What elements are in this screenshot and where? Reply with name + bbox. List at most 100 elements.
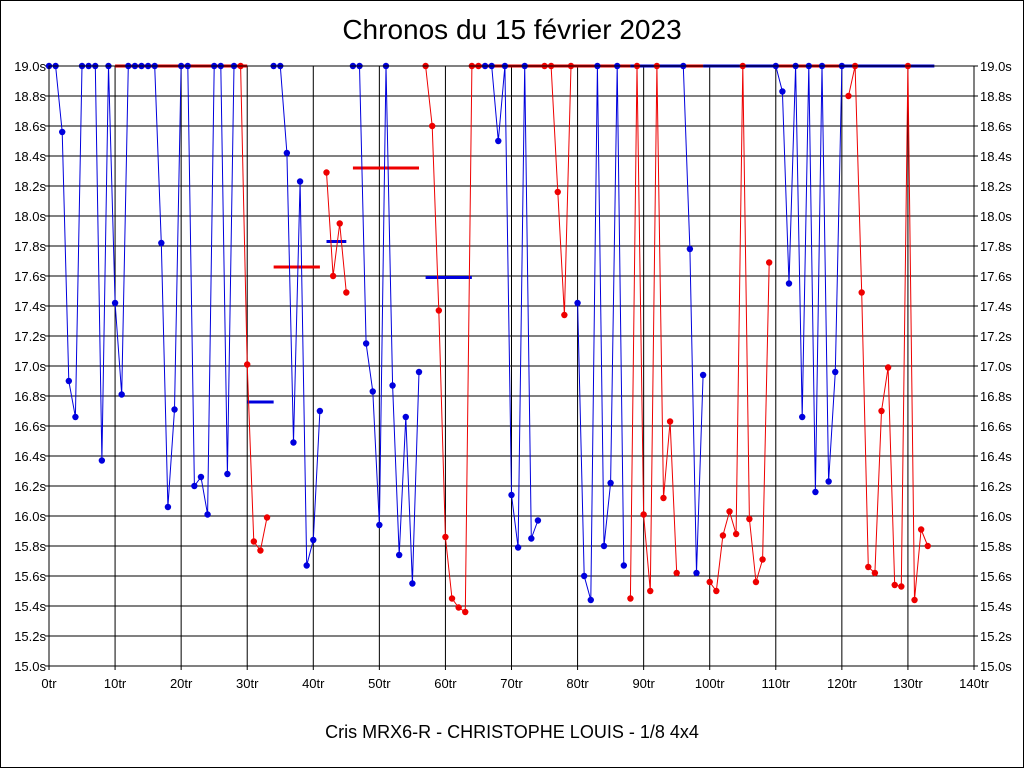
series-line xyxy=(629,65,678,599)
data-point xyxy=(666,418,674,425)
data-point xyxy=(72,413,79,421)
data-point xyxy=(719,532,727,539)
y-tick-label: 16.4s xyxy=(14,449,46,464)
data-point xyxy=(785,280,793,287)
data-point xyxy=(415,368,423,376)
series-line xyxy=(49,65,235,515)
y-tick-label: 16.8s xyxy=(14,389,46,404)
data-point xyxy=(250,538,258,545)
y-tick-label-right: 15.6s xyxy=(980,569,1012,584)
x-tick-label: 130tr xyxy=(893,676,923,691)
data-point xyxy=(455,604,462,611)
data-point xyxy=(329,272,337,280)
data-point xyxy=(620,562,628,569)
data-point xyxy=(627,595,634,602)
y-tick-label: 18.0s xyxy=(14,209,46,224)
data-point xyxy=(884,364,892,371)
data-point xyxy=(799,413,806,421)
data-point xyxy=(310,536,317,544)
x-axis-label: Cris MRX6-R - CHRISTOPHE LOUIS - 1/8 4x4 xyxy=(325,722,699,742)
data-point xyxy=(673,569,680,577)
data-point xyxy=(832,368,839,376)
series-line xyxy=(352,65,420,584)
y-tick-label: 18.8s xyxy=(14,89,46,104)
y-tick-label-right: 17.8s xyxy=(980,239,1012,254)
data-point xyxy=(197,473,205,481)
x-tick-label: 90tr xyxy=(632,676,655,691)
y-tick-label-right: 16.2s xyxy=(980,479,1012,494)
series-line xyxy=(775,65,843,493)
data-point xyxy=(389,382,396,389)
data-point xyxy=(224,470,231,478)
y-tick-label: 17.0s xyxy=(14,359,46,374)
data-point xyxy=(316,407,324,415)
data-point xyxy=(534,517,542,524)
data-point xyxy=(898,583,905,590)
data-point xyxy=(158,239,165,247)
x-tick-label: 10tr xyxy=(104,676,127,691)
x-tick-label: 30tr xyxy=(236,676,259,691)
y-tick-label-right: 17.4s xyxy=(980,299,1012,314)
y-tick-label: 16.0s xyxy=(14,509,46,524)
y-tick-label: 15.6s xyxy=(14,569,46,584)
data-point xyxy=(448,595,456,602)
y-tick-label-right: 17.0s xyxy=(980,359,1012,374)
data-point xyxy=(647,587,654,595)
data-point xyxy=(640,511,647,518)
data-point xyxy=(528,535,535,542)
y-tick-label-right: 15.0s xyxy=(980,659,1012,674)
y-tick-label: 18.4s xyxy=(14,149,46,164)
data-point xyxy=(244,361,251,368)
data-point xyxy=(191,482,198,490)
data-point xyxy=(706,578,713,586)
y-tick-label: 19.0s xyxy=(14,59,46,74)
data-point xyxy=(587,596,594,604)
data-point xyxy=(508,491,515,499)
chart-title: Chronos du 15 février 2023 xyxy=(342,14,682,45)
data-point xyxy=(118,391,125,398)
y-tick-label-right: 16.6s xyxy=(980,419,1012,434)
data-point xyxy=(65,377,73,385)
y-tick-label: 15.4s xyxy=(14,599,46,614)
y-tick-label-right: 18.8s xyxy=(980,89,1012,104)
y-tick-label-right: 16.4s xyxy=(980,449,1012,464)
data-point xyxy=(171,406,178,413)
data-point xyxy=(409,580,416,587)
data-point xyxy=(369,388,376,395)
data-point xyxy=(580,572,588,580)
data-point xyxy=(204,511,211,518)
data-point xyxy=(871,569,879,577)
series-line xyxy=(848,65,929,601)
data-point xyxy=(779,88,786,95)
y-tick-label-right: 17.6s xyxy=(980,269,1012,284)
y-tick-label-right: 15.4s xyxy=(980,599,1012,614)
y-tick-label-right: 19.0s xyxy=(980,59,1012,74)
data-point xyxy=(607,479,614,487)
data-point xyxy=(336,220,343,227)
grid-lines xyxy=(45,65,978,670)
y-tick-label-right: 18.4s xyxy=(980,149,1012,164)
y-tick-label: 15.2s xyxy=(14,629,46,644)
data-point xyxy=(283,149,291,157)
data-point xyxy=(924,542,931,550)
data-point xyxy=(435,307,443,314)
x-tick-label: 140tr xyxy=(959,676,989,691)
y-tick-label-right: 18.6s xyxy=(980,119,1012,134)
data-point xyxy=(554,188,561,196)
data-point xyxy=(263,514,271,521)
data-point xyxy=(395,551,403,559)
y-tick-label: 15.0s xyxy=(14,659,46,674)
y-tick-label: 18.2s xyxy=(14,179,46,194)
data-point xyxy=(343,289,350,296)
data-point xyxy=(917,526,925,533)
y-tick-label-right: 17.2s xyxy=(980,329,1012,344)
y-tick-label: 16.6s xyxy=(14,419,46,434)
data-point xyxy=(845,92,852,100)
data-point xyxy=(878,407,885,415)
y-tick-label-right: 16.8s xyxy=(980,389,1012,404)
series-line xyxy=(425,65,479,613)
x-tick-label: 110tr xyxy=(761,676,790,691)
plot-area-border xyxy=(48,65,975,667)
series-line xyxy=(682,65,704,574)
